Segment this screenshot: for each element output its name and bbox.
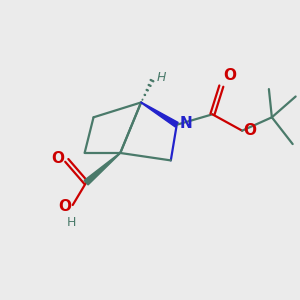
Text: N: N: [179, 116, 192, 131]
Text: O: O: [223, 68, 236, 83]
Polygon shape: [84, 153, 121, 185]
Polygon shape: [148, 84, 151, 86]
Polygon shape: [150, 80, 154, 82]
Text: H: H: [67, 216, 76, 229]
Text: H: H: [157, 71, 166, 84]
Text: O: O: [58, 199, 71, 214]
Polygon shape: [144, 94, 146, 96]
Text: O: O: [51, 152, 64, 166]
Text: O: O: [244, 123, 256, 138]
Polygon shape: [141, 102, 178, 127]
Polygon shape: [142, 99, 143, 100]
Polygon shape: [146, 89, 148, 91]
